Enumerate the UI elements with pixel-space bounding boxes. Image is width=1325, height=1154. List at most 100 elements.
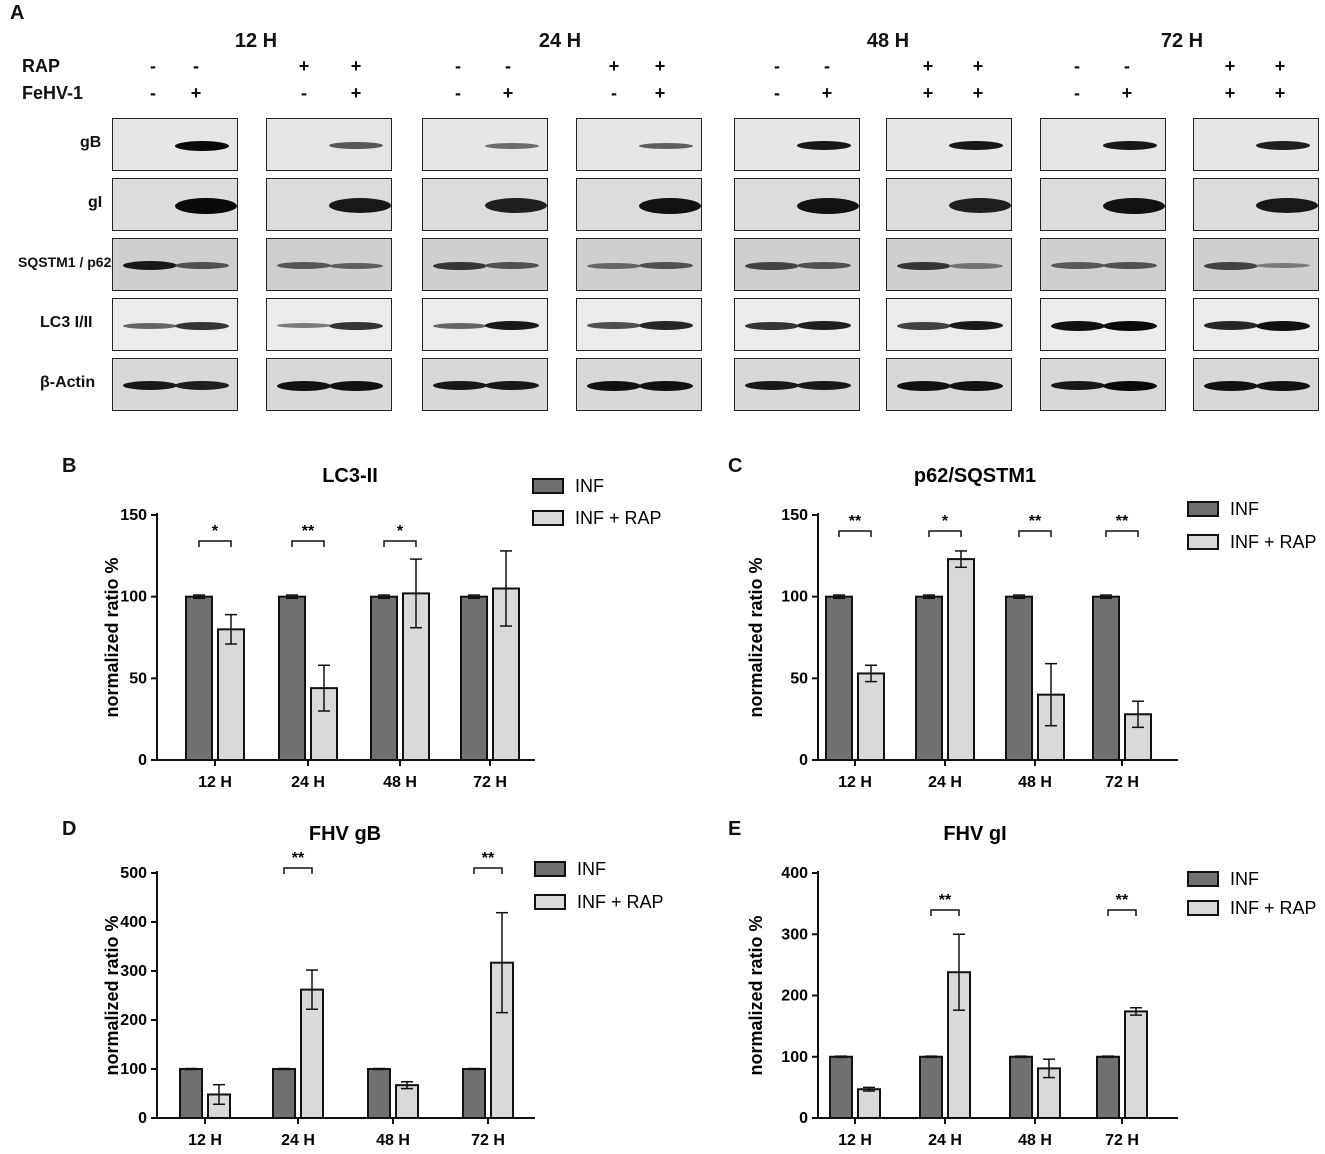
protein-band (1204, 381, 1258, 391)
x-tick-label: 24 H (928, 1132, 962, 1149)
y-axis-label: normalized ratio % (102, 915, 122, 1075)
protein-band (485, 262, 539, 269)
bar (185, 595, 213, 761)
x-tick-label: 24 H (928, 774, 962, 791)
blot-image (422, 298, 548, 351)
y-tick-label: 0 (799, 752, 808, 769)
blot-image (112, 238, 238, 291)
protein-band (1204, 321, 1258, 330)
blot-image (576, 238, 702, 291)
fehv-sign: + (350, 83, 362, 103)
rap-sign: - (505, 56, 511, 76)
protein-band (949, 263, 1003, 269)
protein-band (797, 381, 851, 390)
y-tick-label: 100 (781, 589, 808, 606)
legend-swatch (1187, 900, 1219, 916)
legend-swatch (1187, 501, 1219, 517)
fehv-sign: + (1121, 83, 1133, 103)
protein-band (485, 321, 539, 330)
fehv-sign: - (301, 83, 307, 103)
protein-band (329, 198, 391, 213)
fehv-sign: + (1274, 83, 1286, 103)
legend-swatch (532, 510, 564, 526)
blot-image (576, 358, 702, 411)
blot-image (422, 178, 548, 231)
bar (1124, 1010, 1148, 1119)
protein-band (123, 261, 177, 270)
rap-sign: + (654, 56, 666, 76)
protein-band (1103, 321, 1157, 331)
legend-label: INF (1230, 499, 1259, 519)
blot-image (1040, 358, 1166, 411)
rap-sign: + (1224, 56, 1236, 76)
protein-band (485, 198, 547, 213)
timepoint-label: 48 H (866, 30, 910, 52)
blot-image (266, 358, 392, 411)
rap-sign: - (455, 56, 461, 76)
bar (1005, 595, 1033, 761)
significance-label: ** (482, 850, 495, 867)
bar (825, 595, 853, 761)
x-tick-label: 12 H (838, 1132, 872, 1149)
chart-title: FHV gB (309, 823, 381, 845)
y-tick-label: 500 (120, 865, 147, 882)
protein-band (639, 143, 693, 149)
protein-band (1256, 198, 1318, 213)
protein-band (329, 322, 383, 330)
x-tick-label: 48 H (1018, 1132, 1052, 1149)
panel-letter-a: A (10, 2, 25, 24)
blot-image (576, 118, 702, 171)
protein-band (277, 262, 331, 269)
y-tick-label: 100 (781, 1049, 808, 1066)
protein-band (175, 262, 229, 269)
chart-title: FHV gI (943, 823, 1006, 845)
blot-image (112, 358, 238, 411)
protein-band (175, 381, 229, 390)
significance-bracket (283, 867, 313, 874)
rap-sign: - (150, 56, 156, 76)
fehv-row-label: FeHV-1 (22, 83, 84, 103)
bar (460, 595, 488, 761)
blot-image (1040, 238, 1166, 291)
bar (915, 595, 943, 761)
protein-band (1051, 321, 1105, 331)
blot-image (266, 118, 392, 171)
panel-letter-b: B (62, 455, 77, 477)
significance-bracket (383, 540, 417, 547)
significance-label: * (397, 523, 404, 540)
protein-band (485, 381, 539, 390)
x-tick-label: 72 H (473, 774, 507, 791)
significance-bracket (928, 530, 962, 537)
legend-label: INF (1230, 869, 1259, 889)
fehv-sign: - (611, 83, 617, 103)
legend-label: INF + RAP (1230, 898, 1317, 918)
legend-label: INF + RAP (575, 508, 662, 528)
blot-image (112, 118, 238, 171)
significance-bracket (291, 540, 325, 547)
protein-label: gB (80, 134, 102, 151)
protein-band (639, 381, 693, 391)
bar (217, 628, 245, 761)
y-tick-label: 400 (781, 865, 808, 882)
significance-bracket (1018, 530, 1052, 537)
rap-sign: - (1124, 56, 1130, 76)
blot-image (1193, 298, 1319, 351)
protein-band (433, 381, 487, 390)
blot-image (886, 118, 1012, 171)
blot-image (1040, 298, 1166, 351)
chart-title: LC3-II (322, 465, 378, 487)
rap-sign: + (972, 56, 984, 76)
x-tick-label: 48 H (1018, 774, 1052, 791)
bar (278, 595, 306, 761)
protein-band (277, 381, 331, 391)
y-axis-label: normalized ratio % (746, 915, 766, 1075)
lc3-ii-bar-chart: LC3-II normalized ratio % 0 50 100 150 12 H * 24… (102, 465, 662, 791)
rap-sign: + (1274, 56, 1286, 76)
protein-band (433, 262, 487, 270)
chart-title: p62/SQSTM1 (914, 465, 1036, 487)
fehv-sign: + (821, 83, 833, 103)
y-tick-label: 200 (120, 1012, 147, 1029)
y-tick-label: 300 (120, 963, 147, 980)
blot-image (886, 238, 1012, 291)
protein-band (745, 262, 799, 270)
